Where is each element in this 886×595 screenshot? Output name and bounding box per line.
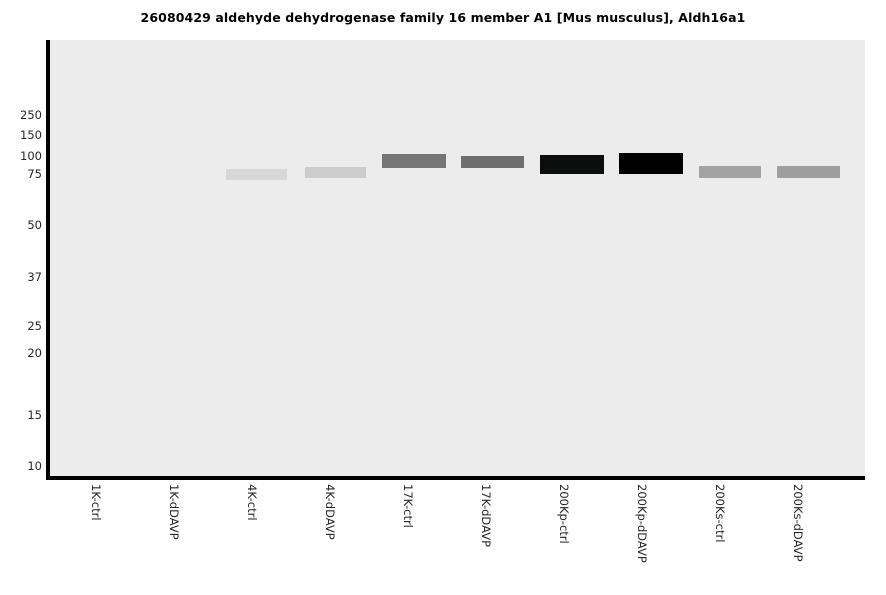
blot-band <box>382 154 446 168</box>
x-tick-label: 1K-dDAVP <box>167 484 181 540</box>
x-tick-label: 200Ks-dDAVP <box>791 484 805 562</box>
x-tick-label: 4K-dDAVP <box>323 484 337 540</box>
blot-band <box>305 167 366 178</box>
x-tick-label: 200Kp-dDAVP <box>635 484 649 563</box>
y-tick-label: 75 <box>27 167 42 181</box>
y-tick-label: 50 <box>27 218 42 232</box>
x-tick-label: 4K-ctrl <box>245 484 259 521</box>
blot-band <box>699 166 761 178</box>
y-tick-label: 15 <box>27 408 42 422</box>
x-axis-line <box>46 476 865 480</box>
y-tick-label: 100 <box>20 149 42 163</box>
blot-band <box>461 156 524 168</box>
y-axis-line <box>46 40 50 476</box>
y-tick-label: 250 <box>20 108 42 122</box>
blot-band <box>226 169 287 180</box>
y-axis-tick-labels: 250 150 100 75 50 37 25 20 15 10 <box>0 0 42 595</box>
x-tick-label: 17K-ctrl <box>401 484 415 528</box>
x-tick-label: 1K-ctrl <box>89 484 103 521</box>
y-tick-label: 150 <box>20 128 42 142</box>
y-tick-label: 37 <box>27 270 42 284</box>
x-tick-label: 200Ks-ctrl <box>713 484 727 543</box>
y-tick-label: 20 <box>27 346 42 360</box>
blot-band <box>777 166 840 178</box>
y-tick-label: 10 <box>27 459 42 473</box>
y-tick-label: 25 <box>27 319 42 333</box>
x-tick-label: 17K-dDAVP <box>479 484 493 548</box>
blot-band <box>540 155 604 174</box>
x-tick-label: 200Kp-ctrl <box>557 484 571 544</box>
blot-band <box>619 153 683 174</box>
plot-area <box>50 40 865 476</box>
page-title: 26080429 aldehyde dehydrogenase family 1… <box>140 10 746 25</box>
